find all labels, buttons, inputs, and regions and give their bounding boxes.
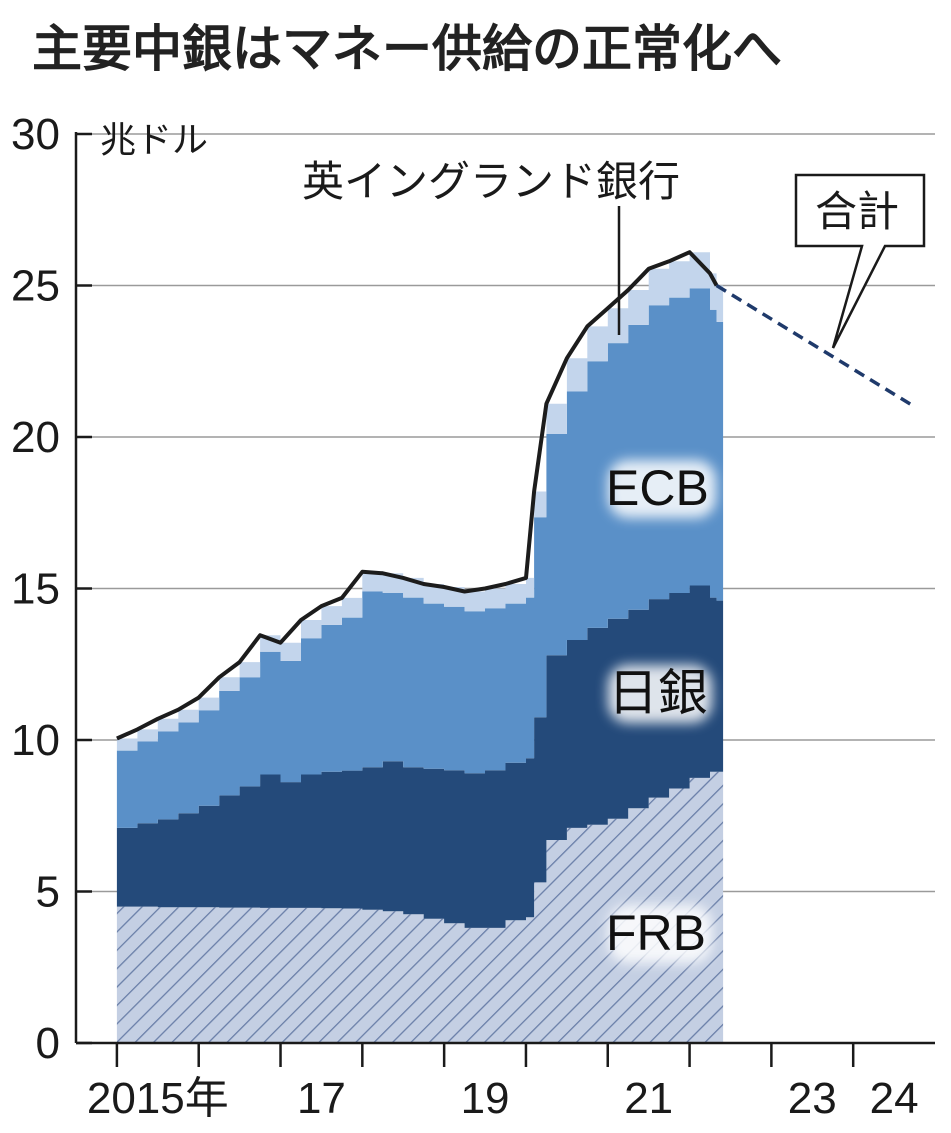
series-label-boe: 英イングランド銀行 <box>302 157 680 206</box>
area-boe <box>116 252 724 751</box>
y-tick-label-10: 10 <box>11 716 60 765</box>
series-label-total: 合計 <box>815 187 899 236</box>
x-tick-label-23: 23 <box>788 1074 837 1123</box>
y-tick-label-0: 0 <box>36 1019 60 1068</box>
total-callout: 合計 <box>794 173 926 349</box>
stacked-areas <box>116 252 724 1043</box>
y-tick-label-15: 15 <box>11 565 60 614</box>
y-tick-label-20: 20 <box>11 413 60 462</box>
y-axis-unit: 兆ドル <box>100 120 208 161</box>
series-label-ecb: ECB <box>606 460 709 516</box>
total-callout-box <box>794 173 926 349</box>
series-label-frb: FRB <box>606 905 706 961</box>
y-tick-label-30: 30 <box>11 110 60 159</box>
frb-label-group: FRB <box>606 905 712 963</box>
area-ecb <box>116 288 724 828</box>
chart-title: 主要中銀はマネー供給の正常化へ <box>32 20 782 78</box>
ecb-label-group: ECB <box>606 460 716 518</box>
y-axis: 0 5 10 15 20 25 30 <box>11 110 92 1068</box>
line-layer <box>116 250 916 741</box>
area-boj <box>116 585 724 928</box>
total-line <box>116 250 719 741</box>
y-tick-label-25: 25 <box>11 262 60 311</box>
x-tick-label-2015年: 2015年 <box>87 1074 229 1123</box>
x-tick-label-17: 17 <box>297 1074 346 1123</box>
total-projection-line <box>715 284 916 409</box>
series-label-boj: 日銀 <box>608 665 708 721</box>
x-tick-label-19: 19 <box>461 1074 510 1123</box>
x-tick-label-24: 24 <box>870 1074 919 1123</box>
boj-label-group: 日銀 <box>608 665 712 723</box>
x-tick-label-21: 21 <box>624 1074 673 1123</box>
y-tick-label-5: 5 <box>36 868 60 917</box>
x-axis: 2015年 17 19 21 23 24 <box>76 1041 935 1123</box>
area-frb <box>116 771 724 1043</box>
